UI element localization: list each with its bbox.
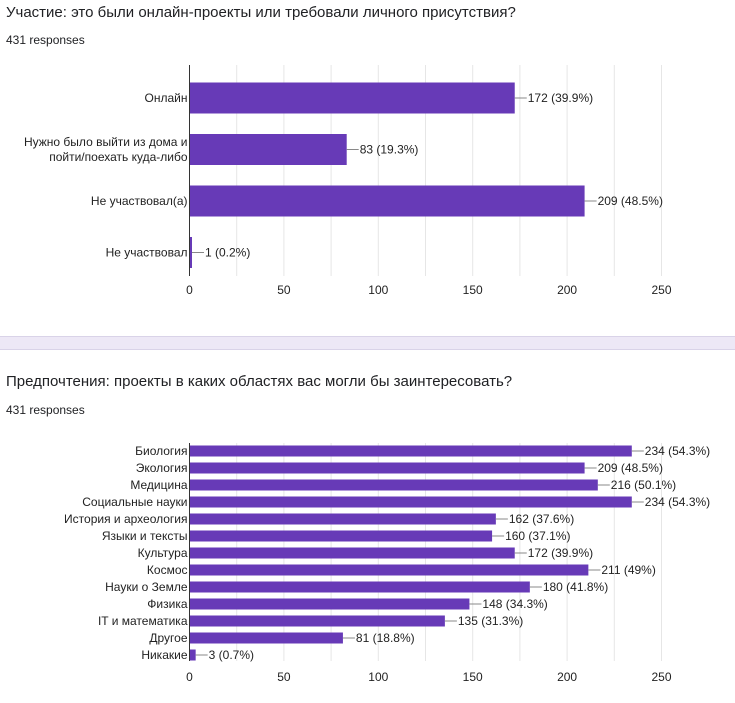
x-tick-label: 200 (557, 283, 577, 297)
category-label: Другое (149, 631, 187, 645)
question-title: Участие: это были онлайн-проекты или тре… (6, 4, 516, 21)
bar-value-label: 216 (50.1%) (611, 478, 676, 492)
bar-value-label: 148 (34.3%) (482, 597, 547, 611)
bar (190, 496, 632, 508)
x-tick-label: 100 (368, 283, 388, 297)
response-count: 431 responses (6, 403, 85, 417)
bar-value-label: 234 (54.3%) (645, 444, 710, 458)
category-label: Культура (138, 546, 188, 560)
category-label: Не участвовал (106, 246, 188, 260)
x-tick-label: 150 (463, 283, 483, 297)
section-divider (0, 336, 735, 350)
bar (190, 564, 589, 576)
bar (190, 445, 632, 457)
bar (190, 530, 493, 542)
category-label: Медицина (130, 478, 187, 492)
x-tick-label: 0 (186, 670, 193, 684)
x-tick-label: 0 (186, 283, 193, 297)
x-tick-label: 50 (277, 283, 291, 297)
category-label: IT и математика (98, 614, 188, 628)
category-label: Не участвовал(а) (91, 194, 188, 208)
x-tick-label: 250 (651, 283, 671, 297)
category-label: История и археология (64, 512, 187, 526)
category-label: Науки о Земле (105, 580, 188, 594)
category-label: Никакие (141, 648, 188, 662)
bar-value-label: 3 (0.7%) (209, 648, 254, 662)
x-tick-label: 100 (368, 670, 388, 684)
bar (190, 581, 530, 593)
category-label: Биология (135, 444, 187, 458)
category-label: Экология (136, 461, 188, 475)
bar (190, 185, 585, 217)
category-label: Космос (147, 563, 188, 577)
response-count: 431 responses (6, 33, 85, 47)
category-label: Онлайн (145, 91, 188, 105)
bar-value-label: 234 (54.3%) (645, 495, 710, 509)
bar (190, 237, 192, 268)
question-card-participation: Участие: это были онлайн-проекты или тре… (0, 0, 735, 335)
bar-value-label: 83 (19.3%) (360, 143, 419, 157)
bar (190, 615, 445, 627)
x-tick-label: 150 (463, 670, 483, 684)
bar-value-label: 160 (37.1%) (505, 529, 570, 543)
bar-value-label: 162 (37.6%) (509, 512, 574, 526)
question-title: Предпочтения: проекты в каких областях в… (6, 373, 513, 390)
bar (190, 479, 598, 491)
bar-value-label: 211 (49%) (601, 563, 655, 577)
bar-value-label: 172 (39.9%) (528, 91, 593, 105)
bar (190, 513, 496, 525)
x-tick-label: 250 (651, 670, 671, 684)
category-label: Нужно было выйти из дома и (24, 135, 188, 149)
category-label: пойти/поехать куда-либо (49, 150, 188, 164)
category-label: Физика (147, 597, 188, 611)
bar-value-label: 209 (48.5%) (598, 461, 663, 475)
participation-bar-chart: 172 (39.9%) Онлайн 83 (19.3%) Нужно было вы… (24, 65, 672, 297)
bar (190, 598, 470, 610)
bar-value-label: 172 (39.9%) (528, 546, 593, 560)
bar-value-label: 209 (48.5%) (598, 194, 663, 208)
category-label: Социальные науки (82, 495, 187, 509)
category-label: Языки и тексты (102, 529, 188, 543)
bar-value-label: 81 (18.8%) (356, 631, 415, 645)
preferences-bar-chart: 234 (54.3%) Биология 209 (48.5%) Экология 21… (64, 443, 710, 684)
bar (190, 649, 196, 661)
bar (190, 632, 343, 644)
x-tick-label: 50 (277, 670, 291, 684)
bar (190, 82, 515, 114)
bar-value-label: 135 (31.3%) (458, 614, 523, 628)
bar (190, 462, 585, 474)
x-tick-label: 200 (557, 670, 577, 684)
bar (190, 134, 347, 165)
bar-value-label: 180 (41.8%) (543, 580, 608, 594)
bar-value-label: 1 (0.2%) (205, 246, 250, 260)
question-card-preferences: Предпочтения: проекты в каких областях в… (0, 350, 735, 703)
bar (190, 547, 515, 559)
